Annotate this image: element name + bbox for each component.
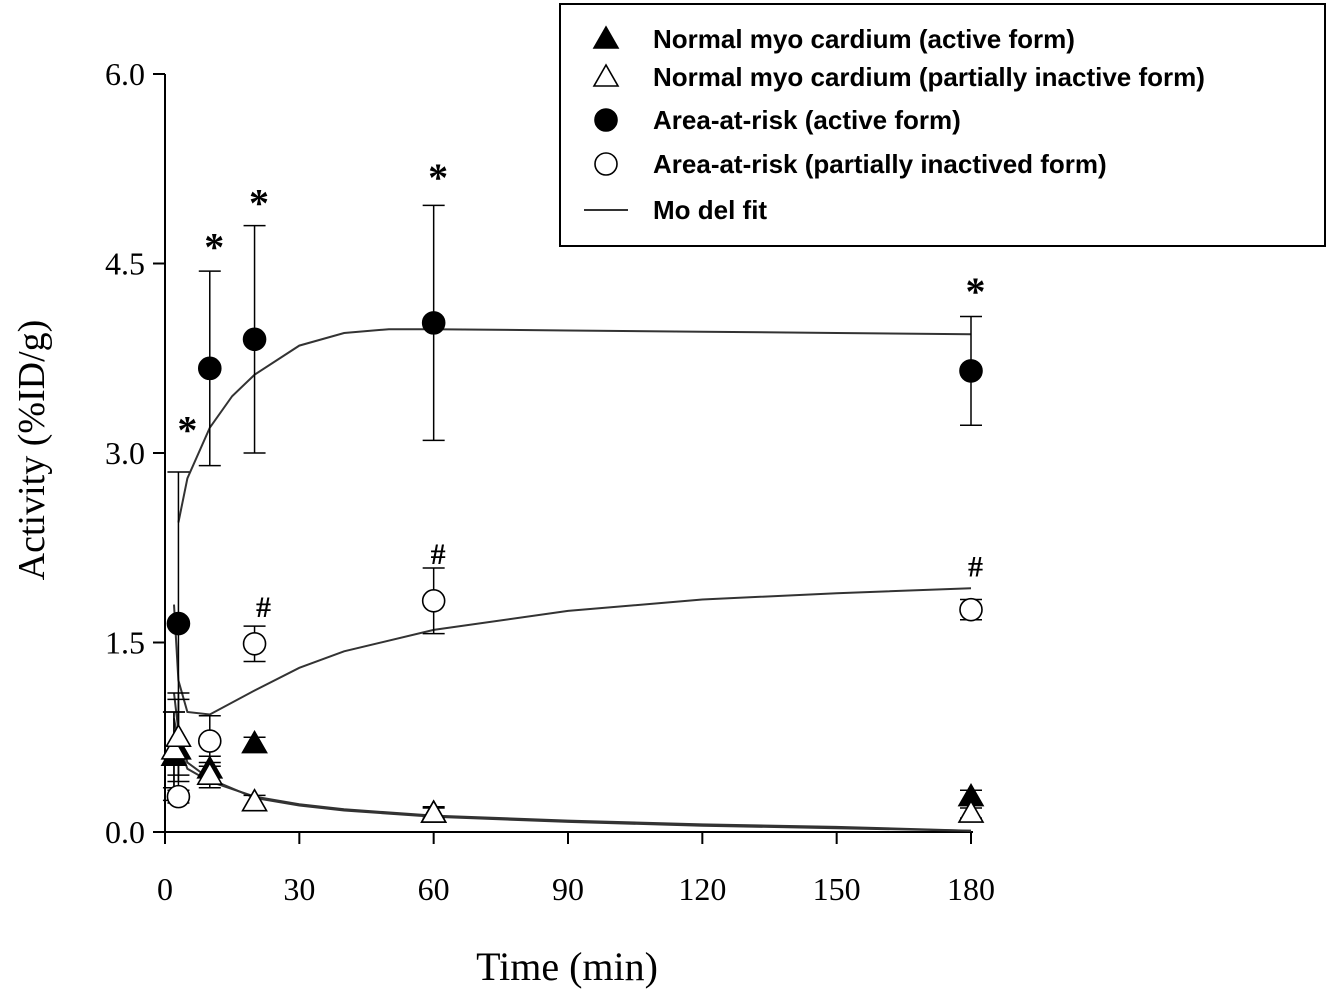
significance-hash: # — [256, 591, 271, 624]
data-point-series-2 — [420, 799, 448, 823]
data-point-series-3 — [959, 359, 983, 383]
y-tick-label: 1.5 — [105, 625, 145, 661]
legend-label-3: Area-at-risk (active form) — [653, 105, 961, 135]
data-point-series-2 — [160, 736, 188, 760]
significance-star: * — [249, 180, 269, 225]
legend-box — [559, 3, 1326, 247]
data-point-series-3 — [197, 356, 222, 381]
data-point-series-4 — [421, 589, 446, 613]
y-tick-label: 4.5 — [105, 246, 145, 282]
data-point-series-1 — [241, 729, 268, 754]
data-point-series-2 — [165, 723, 192, 748]
data-point-series-2 — [957, 799, 985, 823]
legend-items: Normal myo cardium (active form) Normal m… — [584, 24, 1205, 225]
legend-marker-4 — [594, 152, 618, 176]
x-tick-label: 120 — [678, 871, 726, 907]
legend-marker-2 — [592, 63, 620, 87]
x-axis-label: Time (min) — [476, 944, 658, 989]
y-tick-label: 0.0 — [105, 814, 145, 850]
x-tick-label: 150 — [813, 871, 861, 907]
y-tick-label: 3.0 — [105, 435, 145, 471]
data-point-series-4 — [166, 784, 191, 809]
legend-marker-1 — [592, 25, 620, 49]
legend-label-1: Normal myo cardium (active form) — [653, 24, 1075, 54]
legend: Normal myo cardium (active form) Normal m… — [559, 3, 1326, 247]
data-markers — [160, 311, 985, 823]
significance-annotations: * * * * * # # # — [177, 155, 985, 624]
legend-marker-3 — [594, 108, 618, 132]
y-axis-ticks: 0.0 1.5 3.0 4.5 6.0 — [105, 56, 165, 850]
legend-label-4: Area-at-risk (partially inactived form) — [653, 149, 1107, 179]
data-point-series-4 — [242, 631, 267, 656]
significance-star: * — [204, 225, 224, 270]
data-point-series-2 — [241, 788, 268, 812]
x-tick-label: 60 — [418, 871, 450, 907]
y-axis-label: Activity (%ID/g) — [11, 320, 53, 581]
significance-star: * — [965, 269, 985, 314]
x-tick-label: 180 — [947, 871, 995, 907]
significance-star: * — [177, 408, 197, 453]
data-point-series-3 — [242, 327, 267, 352]
x-tick-label: 30 — [283, 871, 315, 907]
x-axis-ticks: 0 30 60 90 120 150 180 — [157, 832, 995, 907]
data-point-series-2 — [196, 761, 224, 785]
significance-hash: # — [431, 538, 446, 571]
legend-label-5: Mo del fit — [653, 195, 767, 225]
data-point-series-4 — [959, 597, 983, 622]
model-fit-curve-2 — [173, 587, 972, 716]
x-tick-label: 0 — [157, 871, 173, 907]
legend-label-2: Normal myo cardium (partially inactive f… — [653, 62, 1205, 92]
significance-star: * — [428, 155, 448, 200]
data-point-series-4 — [197, 729, 222, 753]
x-tick-label: 90 — [552, 871, 584, 907]
data-point-series-3 — [421, 311, 446, 335]
significance-hash: # — [968, 551, 983, 584]
data-point-series-3 — [166, 611, 191, 636]
y-tick-label: 6.0 — [105, 56, 145, 92]
